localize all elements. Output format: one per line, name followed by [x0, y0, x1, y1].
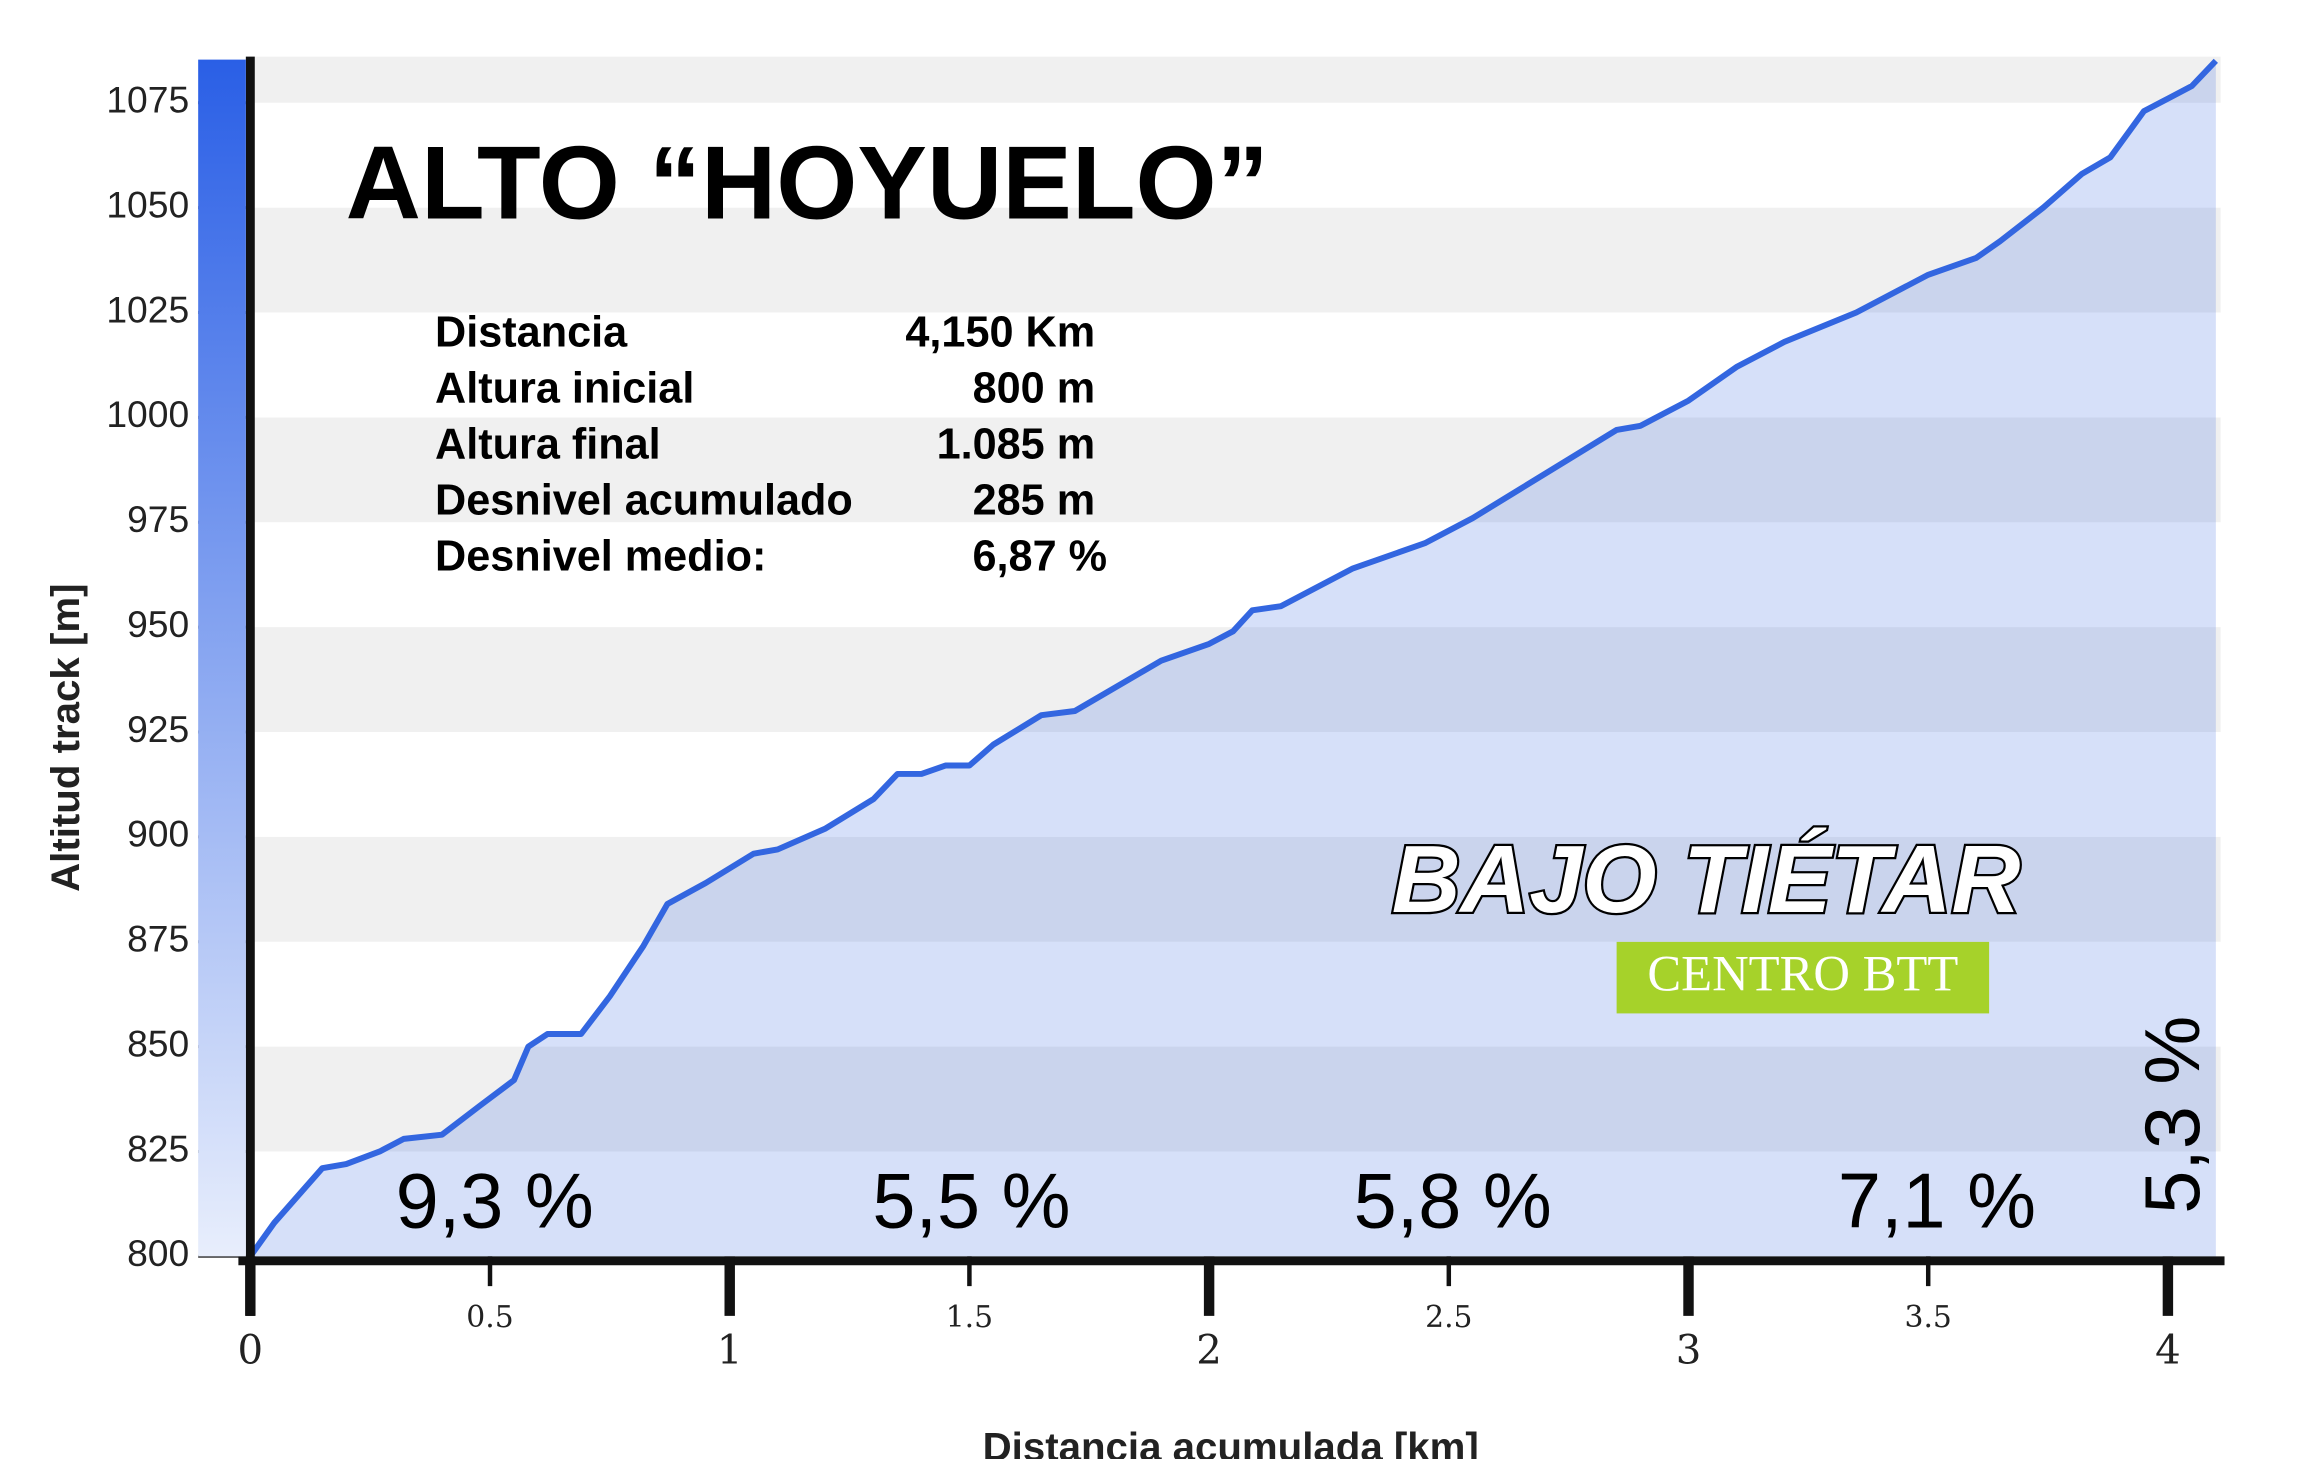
x-tick-label: 2.5: [1425, 1300, 1472, 1335]
x-tick-label: 3: [1676, 1328, 1702, 1374]
y-tick-label: 875: [127, 918, 189, 960]
grid-band: [250, 1046, 2221, 1152]
y-tick-label: 825: [127, 1127, 189, 1169]
logo-name: BAJO TIÉTAR: [1392, 827, 2021, 933]
y-tick-label: 950: [127, 603, 189, 645]
y-tick-label: 1025: [106, 288, 189, 330]
x-axis-label: Distancia acumulada [km]: [983, 1425, 1479, 1459]
y-tick-label: 975: [127, 498, 189, 540]
grid-band: [250, 417, 2221, 523]
stat-value: 800 m: [973, 365, 1096, 413]
segment-label: 5,5 %: [872, 1159, 1070, 1245]
stat-value: 6,87 %: [973, 532, 1108, 580]
line: [247, 58, 2219, 1259]
y-tick-label: 1050: [106, 183, 189, 225]
stat-value: 1.085 m: [937, 421, 1096, 469]
grid-band: [250, 102, 2221, 208]
y-tick-label: 1000: [106, 393, 189, 435]
x-tick-label: 1: [717, 1328, 743, 1374]
stat-label: Desnivel medio:: [435, 532, 766, 580]
segment-label: 9,3 %: [396, 1159, 594, 1245]
y-tick-label: 925: [127, 708, 189, 750]
grid-band: [250, 1151, 2221, 1257]
y-tick-label: 900: [127, 813, 189, 855]
y-tick-label: 1075: [106, 79, 189, 121]
y-tick-label: 850: [127, 1022, 189, 1064]
grid-band: [250, 836, 2221, 942]
chart-title: ALTO “HOYUELO”: [346, 125, 1269, 241]
logo-badge: [1616, 941, 1990, 1014]
segment-label: 5,3 %: [2130, 1016, 2216, 1214]
x-tick-label: 4: [2155, 1328, 2181, 1374]
x-tick-label: 1.5: [946, 1300, 993, 1335]
grid-band: [250, 56, 2221, 103]
x-tick-label: 2: [1196, 1328, 1222, 1374]
stat-label: Altura final: [435, 421, 661, 469]
grid-band: [250, 312, 2221, 418]
x-tick-label: 0.5: [466, 1300, 513, 1335]
stat-value: 4,150 Km: [905, 309, 1095, 357]
grid-band: [250, 731, 2221, 837]
y-axis-label: Altitud track [m]: [43, 583, 88, 891]
y-tick-label: 800: [127, 1232, 189, 1274]
x-tick-label: 0: [238, 1328, 264, 1374]
stat-value: 285 m: [973, 476, 1096, 524]
segment-label: 5,8 %: [1354, 1159, 1552, 1245]
stat-label: Altura inicial: [435, 365, 694, 413]
axis-bar: [198, 59, 246, 1257]
grid-band: [250, 627, 2221, 732]
stat-label: Desnivel acumulado: [435, 476, 853, 524]
stat-label: Distancia: [435, 309, 628, 357]
x-tick-label: 3.5: [1905, 1300, 1952, 1335]
logo-subtitle: CENTRO BTT: [1647, 946, 1958, 1002]
grid-band: [250, 522, 2221, 628]
segment-label: 7,1 %: [1838, 1159, 2036, 1245]
